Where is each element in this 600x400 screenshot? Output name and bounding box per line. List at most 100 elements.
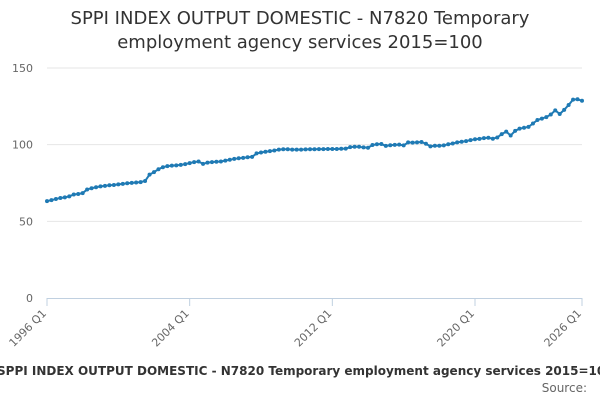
data-point [392,142,397,147]
data-point [178,162,183,167]
data-point [548,112,553,117]
data-point [339,146,344,151]
data-point [481,136,486,141]
data-point [267,149,272,154]
legend-entry[interactable]: SPPI INDEX OUTPUT DOMESTIC - N7820 Tempo… [0,364,600,378]
data-point [580,98,584,103]
data-point [107,183,112,188]
data-point [316,147,321,152]
data-point [432,143,437,148]
data-point [423,141,428,146]
data-point [361,145,366,150]
data-point [325,146,330,151]
data-point [366,145,370,150]
data-point [58,196,63,201]
data-point [562,107,567,112]
data-point [343,146,348,151]
data-point [174,163,179,168]
y-tick-label: 150 [12,62,33,75]
data-point [486,135,491,140]
data-point [53,196,58,201]
data-point [290,147,295,152]
data-point [473,137,477,142]
data-point [102,183,107,188]
data-point [513,128,518,133]
data-point [406,140,411,145]
data-point [192,160,197,165]
data-point [553,108,558,113]
data-point [383,143,388,148]
data-point [76,192,81,197]
data-point [517,126,522,131]
data-point [165,164,170,169]
data-point [468,138,473,143]
data-point [495,135,500,140]
data-point [111,182,116,187]
data-point [410,140,415,145]
data-point [245,155,250,160]
data-point [530,121,535,126]
series-layer [45,97,584,204]
data-point [62,195,67,200]
data-point [285,147,290,152]
data-point [571,97,576,102]
data-point [294,147,299,152]
data-point [348,145,353,150]
data-point [209,160,214,165]
data-point [281,147,286,152]
data-point [499,132,504,137]
data-point [232,156,237,161]
y-tick-label: 100 [12,139,33,152]
x-tick-label: 2020 Q1 [435,307,478,350]
data-point [504,129,509,134]
data-point [241,155,246,160]
data-point [357,144,362,149]
data-point [450,141,455,146]
data-point [218,159,223,164]
data-point [566,102,571,107]
x-tick-label: 1996 Q1 [7,307,50,350]
data-point [214,159,219,164]
data-point [379,142,384,147]
chart-title: SPPI INDEX OUTPUT DOMESTIC - N7820 Tempo… [70,8,530,53]
data-point [254,151,259,156]
data-point [205,160,210,165]
data-point [147,172,152,177]
data-point [183,162,188,167]
data-point [263,149,268,154]
gridlines [47,67,582,222]
y-tick-label: 50 [19,215,33,228]
data-point [120,181,125,186]
data-point [477,136,482,141]
data-point [71,192,76,197]
data-point [250,154,255,159]
data-point [98,184,103,189]
data-point [236,156,241,161]
x-axis-labels: 1996 Q1 2004 Q1 2012 Q1 2020 Q1 2026 Q1 [7,298,585,350]
data-point [441,143,446,148]
data-point [401,143,406,148]
data-point [196,159,201,164]
data-point [428,144,433,149]
data-point [67,194,72,199]
data-point [437,143,442,148]
data-point [152,170,156,175]
data-point [508,133,513,138]
data-point [160,165,165,170]
data-point [272,148,277,153]
data-point [45,199,49,204]
data-point [85,187,90,192]
x-tick-label: 2026 Q1 [542,307,585,350]
x-tick-label: 2004 Q1 [149,307,192,350]
data-point [187,161,192,166]
data-point [312,147,317,152]
data-point [49,198,54,203]
data-point [557,112,562,116]
data-point [89,186,94,191]
data-point [321,147,326,152]
data-point [535,117,540,122]
data-point [539,116,544,121]
data-point [303,147,308,152]
source-label: Source: [541,381,587,395]
